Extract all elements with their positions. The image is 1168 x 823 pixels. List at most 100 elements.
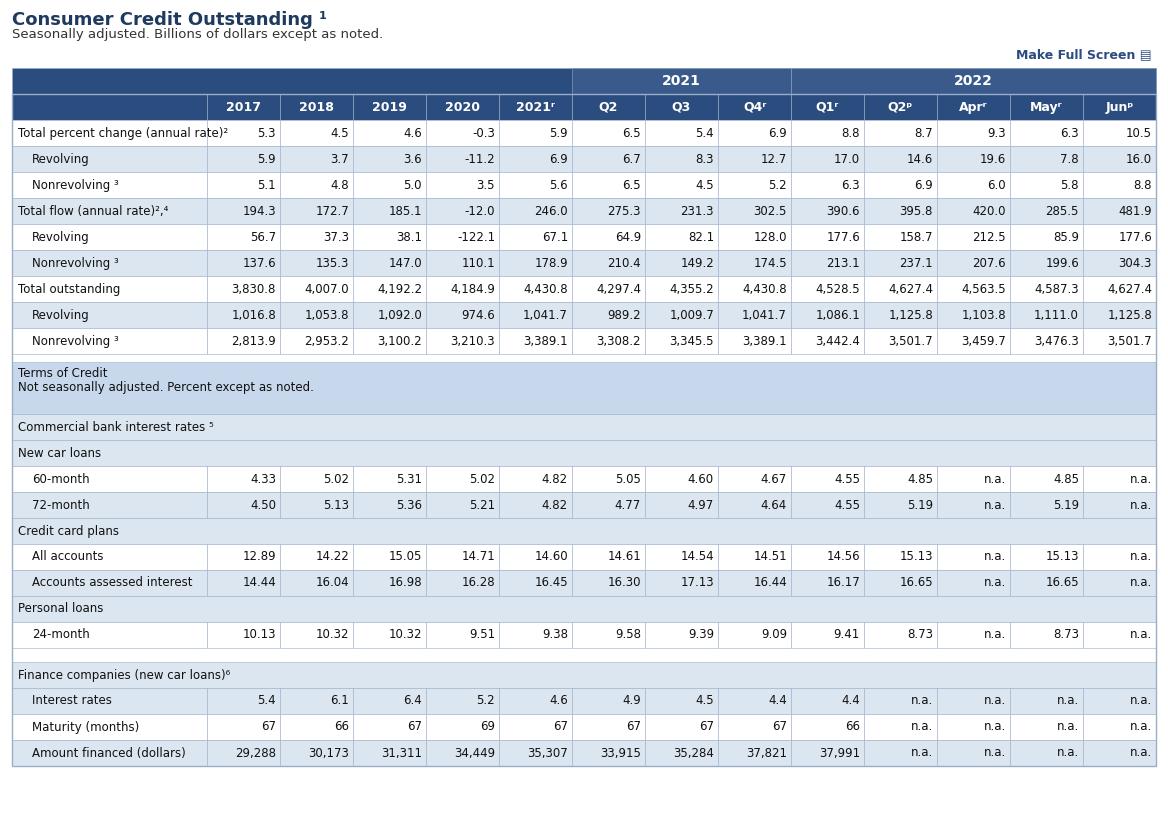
Bar bbox=[280, 622, 353, 648]
Text: 6.3: 6.3 bbox=[1061, 127, 1079, 140]
Text: 1,053.8: 1,053.8 bbox=[305, 309, 349, 322]
Bar bbox=[791, 492, 864, 518]
Bar bbox=[353, 714, 426, 740]
Bar bbox=[718, 714, 791, 740]
Bar bbox=[864, 146, 937, 172]
Text: 135.3: 135.3 bbox=[315, 257, 349, 269]
Bar bbox=[12, 120, 207, 146]
Bar bbox=[12, 518, 1156, 544]
Text: 4,355.2: 4,355.2 bbox=[669, 282, 714, 295]
Bar bbox=[645, 120, 718, 146]
Bar bbox=[1010, 224, 1083, 250]
Bar bbox=[426, 198, 499, 224]
Bar bbox=[645, 688, 718, 714]
Bar bbox=[426, 570, 499, 596]
Text: 15.05: 15.05 bbox=[389, 551, 422, 564]
Text: 16.0: 16.0 bbox=[1126, 152, 1152, 165]
Bar bbox=[207, 466, 280, 492]
Bar bbox=[1010, 302, 1083, 328]
Bar bbox=[645, 622, 718, 648]
Text: 5.2: 5.2 bbox=[769, 179, 787, 192]
Text: 14.6: 14.6 bbox=[906, 152, 933, 165]
Text: 38.1: 38.1 bbox=[396, 230, 422, 244]
Text: 66: 66 bbox=[334, 720, 349, 733]
Text: Junᵖ: Junᵖ bbox=[1105, 100, 1134, 114]
Text: 4.60: 4.60 bbox=[688, 472, 714, 486]
Bar bbox=[791, 328, 864, 354]
Text: 4.5: 4.5 bbox=[695, 179, 714, 192]
Bar bbox=[1010, 328, 1083, 354]
Bar bbox=[499, 146, 572, 172]
Bar bbox=[864, 740, 937, 766]
Bar bbox=[353, 328, 426, 354]
Bar bbox=[864, 688, 937, 714]
Bar bbox=[353, 466, 426, 492]
Text: Credit card plans: Credit card plans bbox=[18, 524, 119, 537]
Text: n.a.: n.a. bbox=[1129, 629, 1152, 641]
Text: n.a.: n.a. bbox=[983, 551, 1006, 564]
Bar bbox=[1010, 466, 1083, 492]
Bar bbox=[353, 172, 426, 198]
Text: 16.65: 16.65 bbox=[899, 576, 933, 589]
Bar bbox=[426, 328, 499, 354]
Text: 4.5: 4.5 bbox=[331, 127, 349, 140]
Text: 4.67: 4.67 bbox=[760, 472, 787, 486]
Bar bbox=[791, 94, 864, 120]
Bar bbox=[937, 120, 1010, 146]
Text: 2019: 2019 bbox=[373, 100, 406, 114]
Text: 237.1: 237.1 bbox=[899, 257, 933, 269]
Text: 14.51: 14.51 bbox=[753, 551, 787, 564]
Text: 4.9: 4.9 bbox=[623, 695, 641, 708]
Text: Revolving: Revolving bbox=[32, 309, 90, 322]
Bar bbox=[1010, 570, 1083, 596]
Text: 2020: 2020 bbox=[445, 100, 480, 114]
Bar bbox=[280, 688, 353, 714]
Text: 6.1: 6.1 bbox=[331, 695, 349, 708]
Text: Q2: Q2 bbox=[599, 100, 618, 114]
Bar bbox=[791, 68, 1156, 94]
Bar bbox=[499, 328, 572, 354]
Bar bbox=[791, 198, 864, 224]
Bar bbox=[12, 622, 207, 648]
Text: 275.3: 275.3 bbox=[607, 204, 641, 217]
Bar bbox=[1083, 622, 1156, 648]
Bar bbox=[1083, 740, 1156, 766]
Bar bbox=[791, 224, 864, 250]
Text: 8.8: 8.8 bbox=[841, 127, 860, 140]
Bar bbox=[718, 570, 791, 596]
Bar bbox=[864, 198, 937, 224]
Text: 6.7: 6.7 bbox=[623, 152, 641, 165]
Bar bbox=[791, 302, 864, 328]
Text: 8.3: 8.3 bbox=[695, 152, 714, 165]
Text: 5.02: 5.02 bbox=[470, 472, 495, 486]
Text: 185.1: 185.1 bbox=[389, 204, 422, 217]
Text: Amount financed (dollars): Amount financed (dollars) bbox=[32, 746, 186, 760]
Bar bbox=[864, 492, 937, 518]
Bar bbox=[937, 250, 1010, 276]
Text: 174.5: 174.5 bbox=[753, 257, 787, 269]
Bar bbox=[645, 146, 718, 172]
Text: Terms of Credit: Terms of Credit bbox=[18, 367, 107, 380]
Text: 177.6: 177.6 bbox=[826, 230, 860, 244]
Text: 1,016.8: 1,016.8 bbox=[231, 309, 276, 322]
Text: 5.19: 5.19 bbox=[1052, 499, 1079, 512]
Bar bbox=[718, 146, 791, 172]
Text: 35,307: 35,307 bbox=[527, 746, 568, 760]
Bar bbox=[572, 714, 645, 740]
Bar bbox=[937, 714, 1010, 740]
Bar bbox=[353, 224, 426, 250]
Text: 4,184.9: 4,184.9 bbox=[450, 282, 495, 295]
Text: 29,288: 29,288 bbox=[235, 746, 276, 760]
Text: 35,284: 35,284 bbox=[673, 746, 714, 760]
Bar bbox=[937, 544, 1010, 570]
Bar bbox=[12, 714, 207, 740]
Text: 4.77: 4.77 bbox=[614, 499, 641, 512]
Text: 6.9: 6.9 bbox=[549, 152, 568, 165]
Text: All accounts: All accounts bbox=[32, 551, 104, 564]
Bar bbox=[12, 302, 207, 328]
Bar bbox=[791, 466, 864, 492]
Bar bbox=[426, 94, 499, 120]
Text: 4.85: 4.85 bbox=[908, 472, 933, 486]
Text: 5.4: 5.4 bbox=[257, 695, 276, 708]
Bar bbox=[791, 276, 864, 302]
